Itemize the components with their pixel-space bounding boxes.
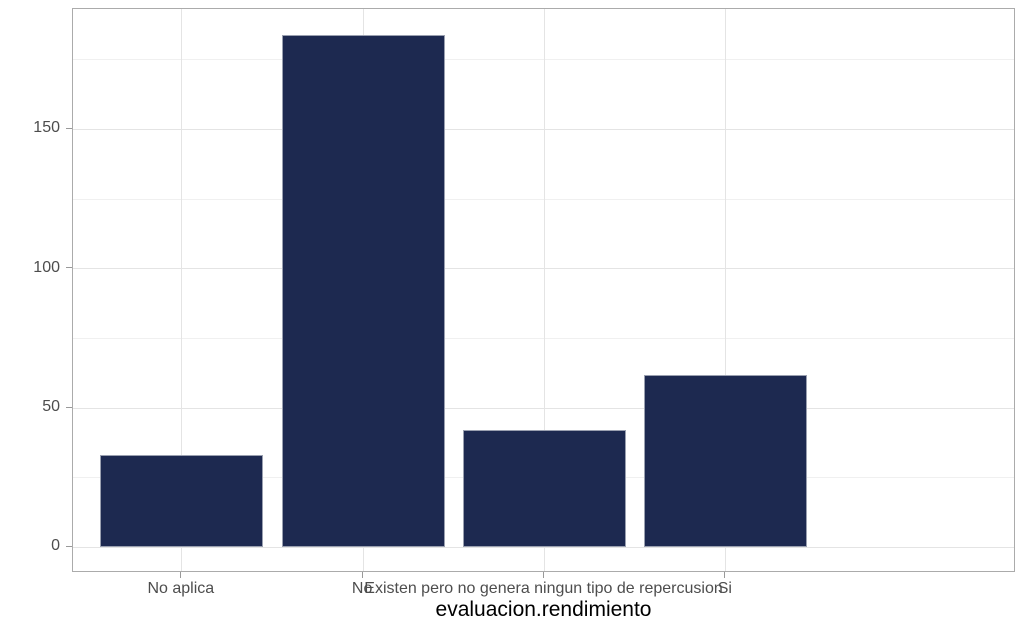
y-tick — [66, 545, 72, 547]
gridline-minor — [73, 59, 1014, 61]
x-tick — [180, 572, 182, 578]
gridline-major — [73, 546, 1014, 548]
x-tick-label: Si — [717, 580, 732, 597]
bar — [462, 430, 627, 548]
gridline-vertical — [544, 9, 545, 571]
y-tick-label: 150 — [33, 119, 60, 137]
y-tick-label: 100 — [33, 258, 60, 276]
y-tick — [66, 267, 72, 269]
y-tick — [66, 127, 72, 129]
bar — [644, 374, 808, 548]
gridline-major — [73, 128, 1014, 130]
gridline-minor — [73, 337, 1014, 339]
gridline-minor — [73, 198, 1014, 200]
x-tick — [724, 572, 726, 578]
gridline-major — [73, 407, 1014, 409]
x-tick — [361, 572, 363, 578]
plot-panel — [72, 8, 1015, 572]
y-tick-label: 0 — [51, 537, 60, 555]
y-tick-label: 50 — [42, 398, 60, 416]
x-tick-label: No — [351, 580, 373, 597]
gridline-major — [73, 268, 1014, 270]
gridline-vertical — [725, 9, 727, 571]
y-tick — [66, 406, 72, 408]
x-tick-label: Existen pero no genera ningun tipo de re… — [364, 580, 723, 597]
bar — [100, 455, 264, 548]
gridline-vertical — [181, 9, 183, 571]
bar — [281, 34, 445, 548]
x-tick — [543, 572, 544, 578]
bars-layer — [73, 9, 1014, 571]
x-axis-title: evaluacion.rendimiento — [435, 598, 652, 621]
x-tick-label: No aplica — [147, 580, 215, 597]
